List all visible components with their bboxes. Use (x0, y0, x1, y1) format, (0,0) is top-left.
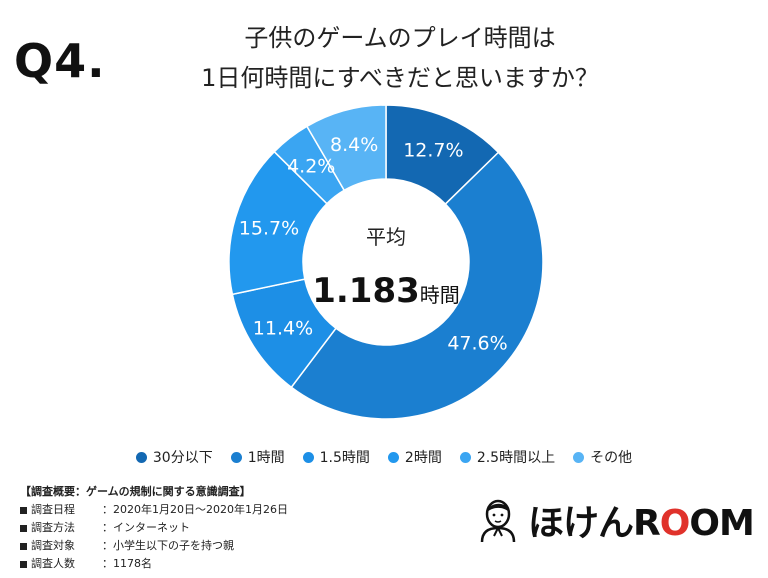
legend-swatch (230, 451, 242, 463)
center-value-unit: 時間 (420, 283, 460, 307)
survey-summary: 【調査概要：ゲームの規制に関する意識調査】 調査日程 ：2020年1月20日〜2… (20, 483, 288, 573)
center-value-number: 1.183 (312, 271, 420, 311)
center-value: 1.183時間 (312, 271, 460, 311)
bullet-square-icon (20, 524, 27, 532)
legend-swatch (302, 451, 314, 463)
brand-wordmark: ほけんROOM (528, 494, 755, 546)
slice-value-label: 4.2% (287, 156, 335, 178)
donut-chart: 12.7% 47.6% 11.4% 15.7% 4.2%8.4% 平均 1.183時間 (228, 104, 544, 420)
slice-value-label: 15.7% (239, 218, 299, 240)
bullet-square-icon (20, 506, 27, 514)
legend-label: 30分以下 (152, 450, 213, 466)
chart-legend: 30分以下 1時間 1.5時間 2時間 2.5時間以上 その他 (0, 447, 768, 467)
brand-prefix: ほけん (528, 503, 634, 544)
legend-swatch (459, 451, 471, 463)
survey-key: 調査日程 (31, 503, 75, 516)
brand-letter-o-red: O (659, 503, 691, 544)
slice-value-label: 12.7% (403, 140, 463, 162)
legend-item: 2.5時間以上 (459, 447, 556, 467)
survey-row-target: 調査対象 ：小学生以下の子を持つ親 (20, 537, 288, 555)
survey-value: ：小学生以下の子を持つ親 (102, 539, 234, 552)
survey-value: ：1178名 (102, 557, 152, 570)
legend-label: 1.5時間 (319, 450, 370, 466)
legend-label: 2時間 (404, 450, 442, 466)
legend-item: 30分以下 (135, 447, 213, 467)
slice-value-label: 11.4% (253, 317, 313, 339)
donut-hole (303, 179, 469, 345)
question-label: Q4. (14, 34, 106, 88)
survey-key: 調査対象 (31, 539, 75, 552)
legend-swatch (573, 451, 585, 463)
survey-row-count: 調査人数 ：1178名 (20, 555, 288, 573)
legend-swatch (387, 451, 399, 463)
brand-letter-o: O (689, 503, 720, 544)
person-avatar-icon (480, 499, 516, 543)
legend-swatch (135, 451, 147, 463)
legend-label: その他 (590, 450, 633, 466)
survey-value: ：インターネット (102, 521, 190, 534)
legend-label: 2.5時間以上 (476, 450, 556, 466)
slice-value-label: 8.4% (330, 134, 378, 156)
title-line-2: 1日何時間にすべきだと思いますか？ (201, 64, 599, 92)
legend-item: 2時間 (387, 447, 442, 467)
survey-key: 調査人数 (31, 557, 75, 570)
survey-header: 【調査概要：ゲームの規制に関する意識調査】 (20, 485, 251, 498)
bullet-square-icon (20, 542, 27, 550)
legend-item: その他 (573, 447, 632, 467)
legend-item: 1時間 (230, 447, 285, 467)
survey-row-schedule: 調査日程 ：2020年1月20日〜2020年1月26日 (20, 501, 288, 519)
chart-title: 子供のゲームのプレイ時間は 1日何時間にすべきだと思いますか？ (150, 18, 650, 98)
bullet-square-icon (20, 560, 27, 568)
brand-logo: ほけんROOM (476, 494, 755, 546)
legend-label: 1時間 (247, 450, 285, 466)
survey-value: ：2020年1月20日〜2020年1月26日 (102, 503, 288, 516)
legend-item: 1.5時間 (302, 447, 370, 467)
slice-value-label: 47.6% (447, 333, 507, 355)
survey-row-method: 調査方法 ：インターネット (20, 519, 288, 537)
survey-key: 調査方法 (31, 521, 75, 534)
brand-letter-r: R (633, 503, 661, 544)
brand-letter-m: M (718, 503, 755, 544)
donut-slice (290, 151, 544, 420)
title-line-1: 子供のゲームのプレイ時間は (244, 24, 556, 52)
center-label: 平均 (366, 225, 406, 249)
